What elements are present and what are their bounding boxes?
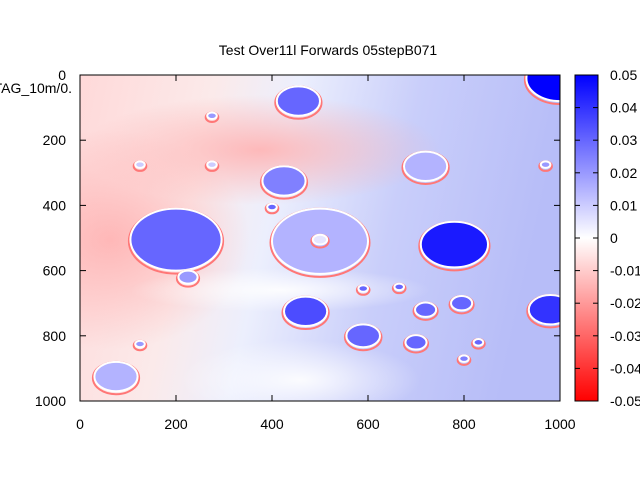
colorbar-ticks: 0.05 0.04 0.03 0.02 0.01 0 -0.01 -0.02 -0.03 -0.0…	[575, 67, 640, 409]
colorbar-tick-label: -0.01	[610, 263, 640, 279]
feature-circle	[132, 339, 148, 352]
feature-fill	[206, 160, 218, 169]
feature-circle	[391, 282, 407, 295]
y-tick-label: 1000	[35, 393, 66, 409]
feature-fill	[93, 360, 139, 393]
x-tick-label: 600	[356, 416, 380, 432]
feature-circle	[91, 360, 141, 396]
feature-circle	[204, 111, 220, 124]
colorbar-tick-label: 0.03	[610, 132, 637, 148]
colorbar-tick-label: 0.04	[610, 100, 637, 116]
feature-circle	[259, 165, 309, 200]
feature-circle	[456, 354, 472, 366]
feature-fill	[275, 85, 321, 117]
feature-circle	[204, 160, 220, 172]
feature-circle	[355, 284, 371, 296]
feature-fill	[525, 75, 560, 103]
feature-fill	[472, 338, 485, 347]
x-tick-label: 200	[164, 416, 188, 432]
feature-fill	[527, 294, 560, 326]
feature-fill	[311, 233, 329, 246]
x-tick-label: 0	[76, 416, 84, 432]
x-tick-label: 800	[452, 416, 476, 432]
colorbar-tick-label: -0.03	[610, 328, 640, 344]
colorbar-tick-label: -0.05	[610, 393, 640, 409]
colorbar-tick-label: 0.02	[610, 165, 637, 181]
y-tick-label: 400	[43, 197, 67, 213]
white-band-middle	[130, 268, 430, 312]
feature-fill	[539, 160, 552, 169]
y-tick-label: 200	[43, 132, 67, 148]
feature-fill	[450, 295, 474, 312]
feature-fill	[414, 301, 438, 318]
y-tick-label: 800	[43, 328, 67, 344]
feature-fill	[357, 284, 370, 293]
feature-circle	[132, 160, 148, 172]
feature-fill	[393, 282, 406, 292]
feature-fill	[403, 150, 449, 182]
feature-fill	[206, 111, 218, 121]
feature-fill	[283, 295, 329, 328]
y-tick-label: 600	[43, 263, 67, 279]
feature-fill	[345, 323, 382, 349]
feature-circle	[127, 207, 225, 275]
feature-fill	[134, 160, 146, 169]
feature-fill	[177, 269, 199, 285]
feature-fill	[129, 207, 223, 272]
feature-fill	[458, 354, 470, 363]
x-tick-label: 1000	[544, 416, 575, 432]
colorbar-tick-label: 0.01	[610, 197, 637, 213]
feature-fill	[261, 165, 307, 197]
feature-circle	[523, 75, 560, 106]
feature-fill	[404, 334, 428, 351]
feature-circle	[402, 334, 430, 354]
colorbar-tick-label: -0.02	[610, 295, 640, 311]
white-band-bottom	[180, 340, 420, 401]
feature-fill	[419, 220, 489, 269]
feature-circle	[471, 338, 486, 350]
feature-circle	[343, 323, 383, 352]
features-layer	[91, 75, 560, 396]
overlay-label: TAG_10m/0.	[0, 80, 72, 96]
plot-frame	[79, 74, 561, 402]
x-axis-ticks: 0 200 400 600 800 1000	[76, 75, 576, 432]
colorbar-tick-label: 0	[610, 230, 618, 246]
feature-circle	[412, 301, 439, 321]
feature-circle	[448, 295, 475, 315]
feature-fill	[134, 339, 146, 349]
colorbar-tick-label: 0.05	[610, 67, 637, 83]
feature-fill	[266, 202, 278, 212]
red-region-top	[80, 95, 440, 205]
feature-circle	[281, 295, 330, 331]
colorbar-tick-label: -0.04	[610, 360, 640, 376]
feature-circle	[274, 85, 323, 120]
feature-circle	[310, 233, 330, 249]
y-axis-ticks: 0 200 400 600 800 1000	[35, 67, 560, 409]
x-tick-label: 400	[260, 416, 284, 432]
y-tick-label: 0	[58, 67, 66, 83]
feature-circle	[526, 294, 560, 329]
feature-circle	[401, 150, 450, 185]
heatmap-area	[80, 75, 560, 401]
feature-circle	[418, 220, 491, 272]
feature-circle	[538, 160, 553, 172]
feature-ring-outer	[523, 75, 560, 106]
feature-circle	[175, 269, 201, 288]
chart-title: Test Over11l Forwards 05stepB071	[219, 42, 438, 58]
feature-circle	[264, 202, 280, 215]
